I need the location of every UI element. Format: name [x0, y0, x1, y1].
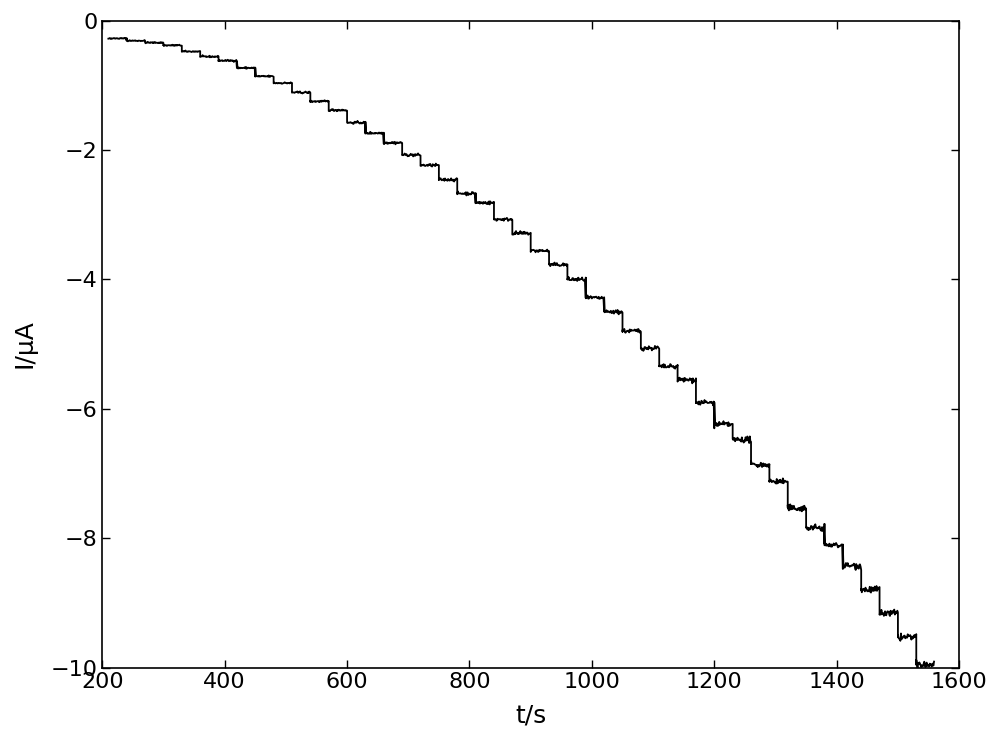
- X-axis label: t/s: t/s: [515, 704, 546, 727]
- Y-axis label: I/μA: I/μA: [12, 320, 36, 369]
